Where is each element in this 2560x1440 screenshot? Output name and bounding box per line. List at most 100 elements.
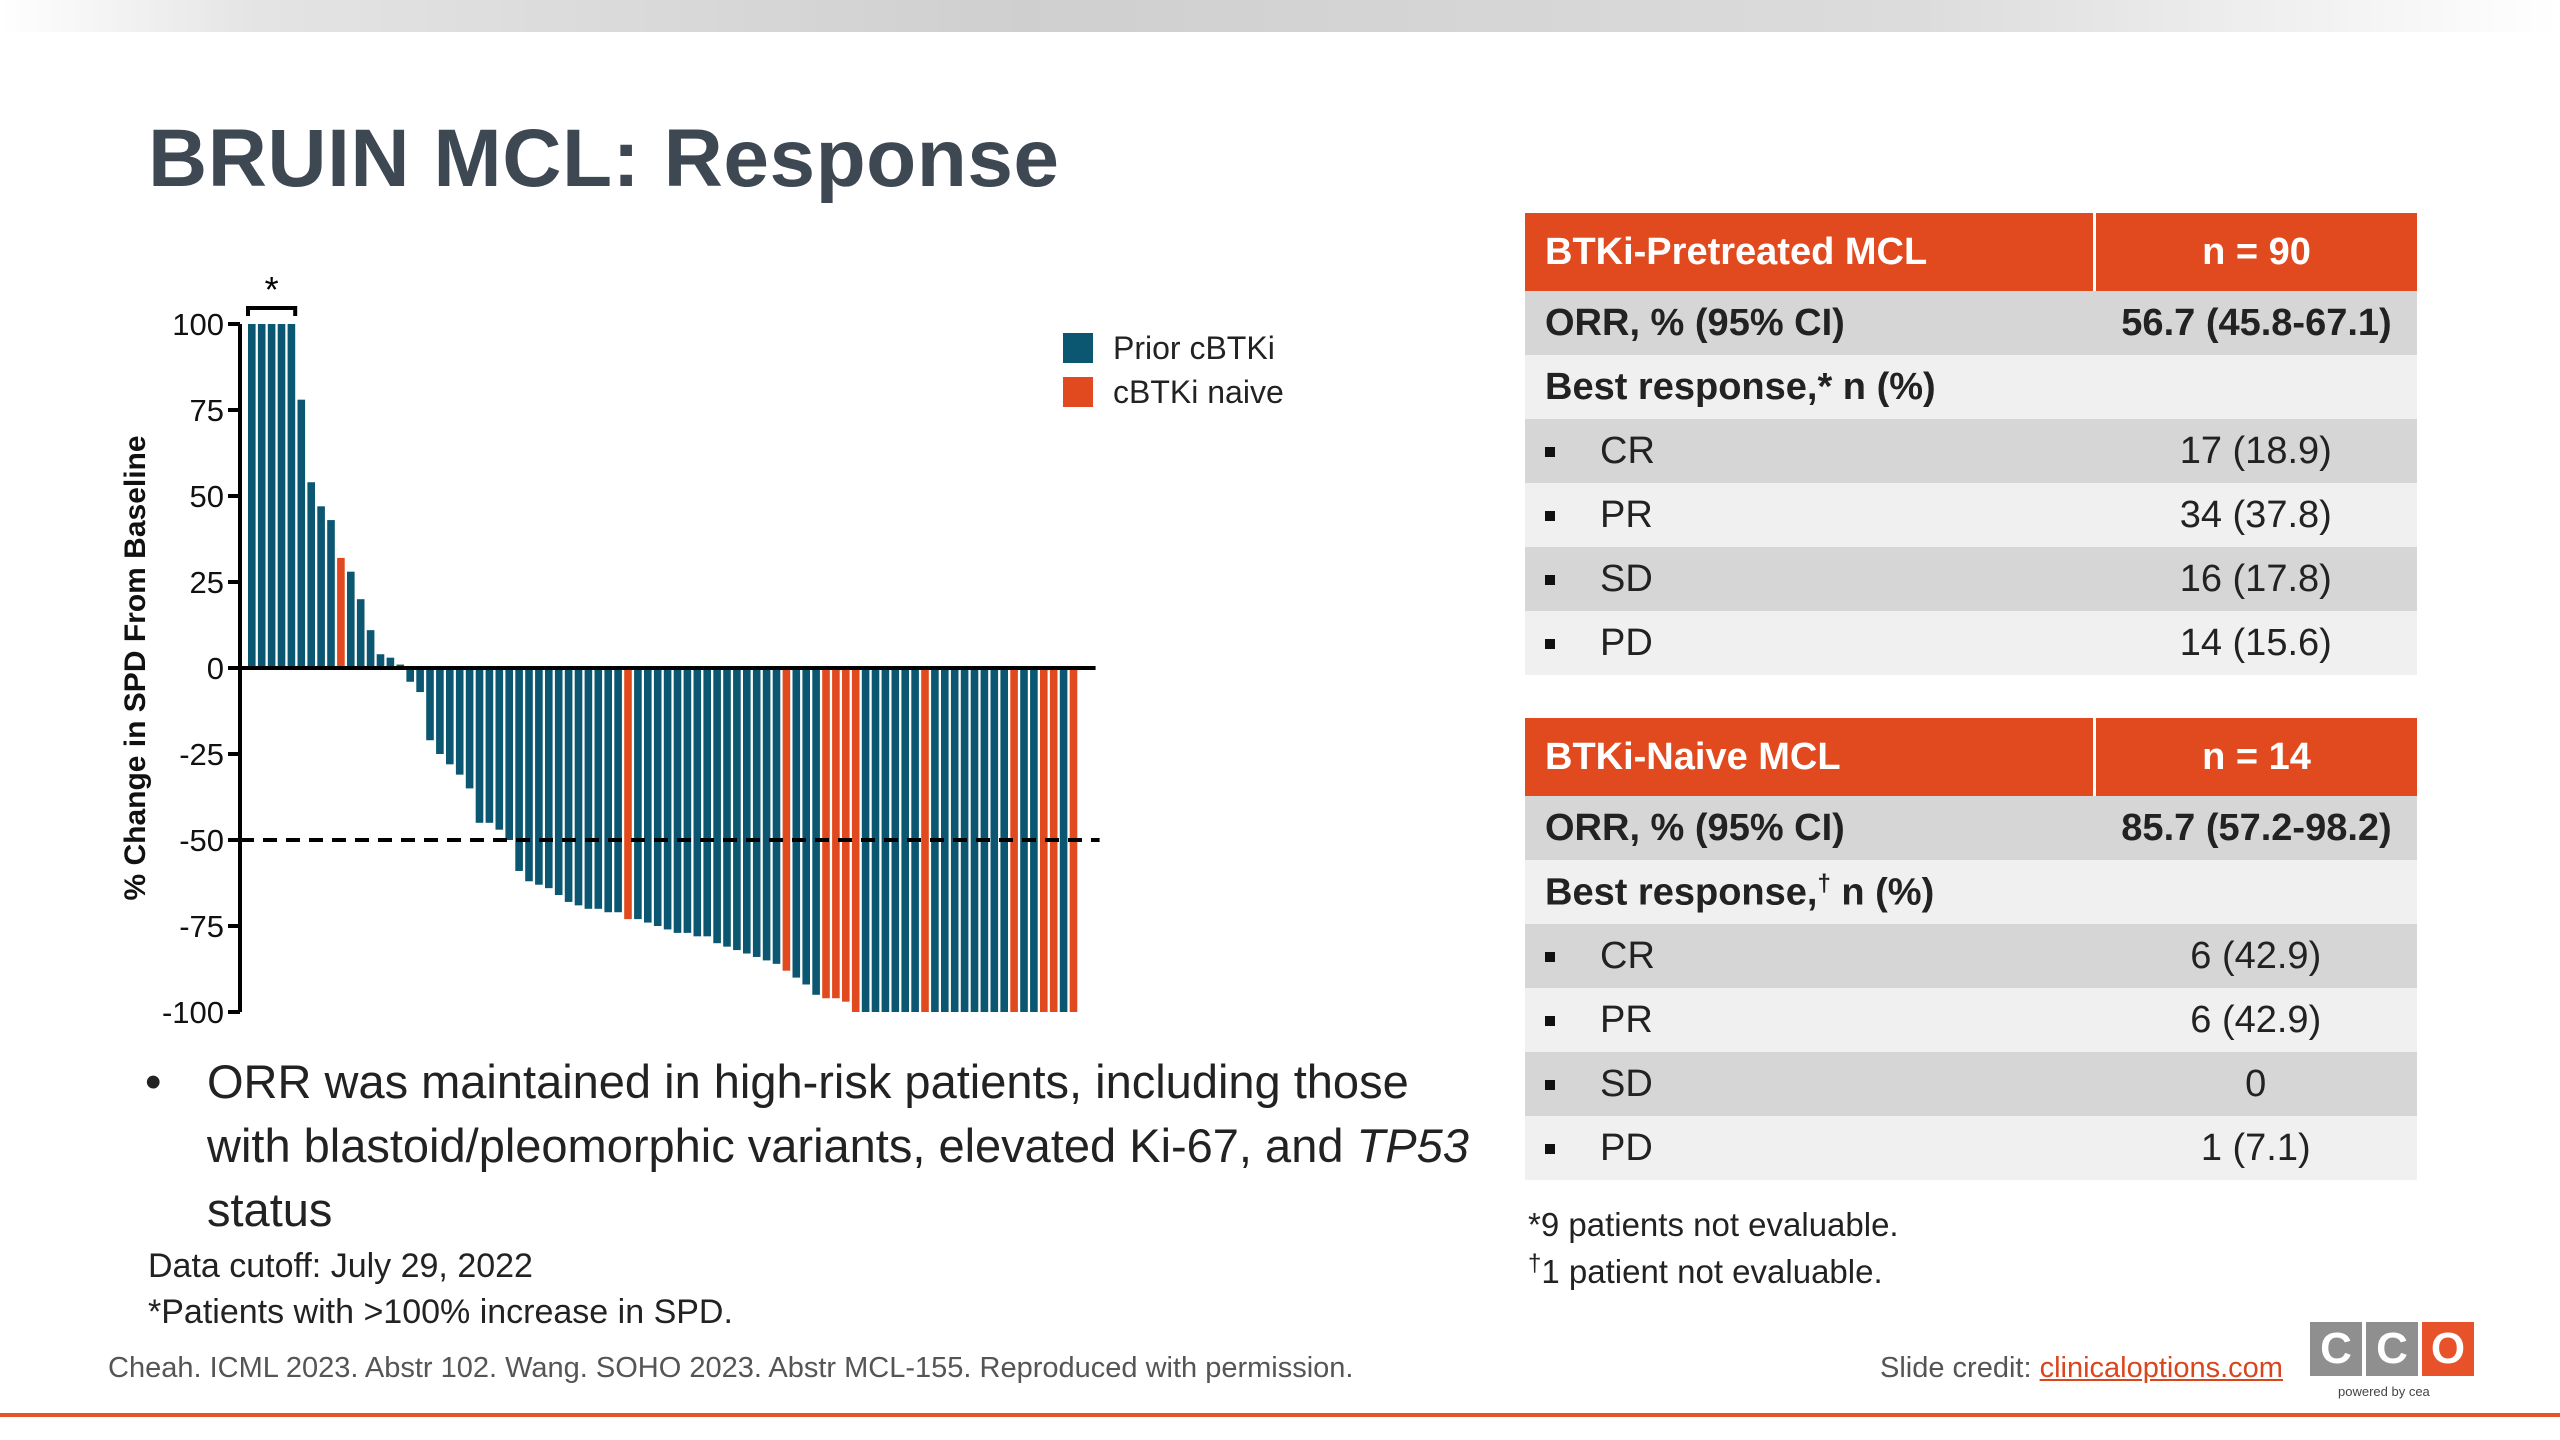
row-label: PD [1600,621,1653,664]
y-tick-label: 50 [190,479,224,514]
bar [842,668,850,1002]
bar [386,657,395,668]
naive-table: BTKi-Naive MCL n = 14 ORR, % (95% CI) 85… [1525,718,2417,1180]
bar [743,668,751,954]
bar [832,668,840,999]
bar [802,668,810,985]
bar [624,668,632,920]
bar [941,668,949,1012]
bar [347,571,355,668]
bar [723,668,731,947]
bar [644,668,652,923]
bar [594,668,603,909]
logo-letter: C [2310,1322,2362,1376]
bar [277,324,286,668]
bullet-text: ORR was maintained in high-risk patients… [207,1055,1469,1236]
best-response-row: Best response,† n (%) [1525,860,2417,924]
footnote-1: *9 patients not evaluable. [1528,1206,1899,1243]
bar [426,668,434,741]
table-row: SD 16 (17.8) [1525,547,2417,611]
best-response-label: Best response,† n (%) [1525,860,2417,924]
bar [851,668,860,1012]
bar [822,668,830,999]
bar [584,668,593,909]
orr-row: ORR, % (95% CI) 85.7 (57.2-98.2) [1525,796,2417,860]
bar [554,668,563,896]
orr-label: ORR, % (95% CI) [1525,796,2096,860]
table-row: CR 17 (18.9) [1525,419,2417,483]
bar [762,668,771,961]
bar [455,668,464,775]
table-header-n: n = 90 [2094,213,2417,291]
waterfall-chart: 100 75 50 25 0 -25 -50 -75 -100 % Change in SPD F… [119,269,1284,1030]
legend-label: Prior cBTKi [1113,330,1275,366]
row-value: 14 (15.6) [2094,611,2417,675]
table-row: SD 0 [1525,1052,2417,1116]
bar [327,520,335,668]
bar [614,668,622,913]
best-response-label: Best response,* n (%) [1525,355,2417,419]
row-value: 6 (42.9) [2094,988,2417,1052]
bar [366,630,375,668]
row-label: CR [1600,934,1655,977]
y-tick-label: -25 [179,737,224,772]
table-header-n: n = 14 [2094,718,2417,796]
row-value: 1 (7.1) [2094,1116,2417,1180]
row-value: 6 (42.9) [2094,924,2417,988]
orr-value: 85.7 (57.2-98.2) [2094,796,2417,860]
bar [752,668,761,957]
bar [634,668,642,920]
y-tick-label: -50 [179,823,224,858]
bar [287,324,296,668]
bar [1059,668,1068,1012]
y-axis-label: % Change in SPD From Baseline [119,435,152,900]
bullet-square-icon [1545,447,1555,458]
row-label: SD [1600,557,1653,600]
bar [604,668,612,913]
bar [495,668,504,830]
row-label: CR [1600,429,1655,472]
bar [663,668,672,930]
bar [475,668,484,823]
bar [812,668,820,995]
bar [703,668,711,937]
orr-label: ORR, % (95% CI) [1525,291,2096,355]
y-tick-label: -100 [162,995,224,1030]
asterisk-note: *Patients with >100% increase in SPD. [148,1293,733,1331]
bar [574,668,583,906]
legend-swatch [1063,377,1093,407]
bar [416,668,424,693]
credit-link[interactable]: clinicaloptions.com [2039,1352,2283,1384]
bullet-square-icon [1545,511,1555,522]
y-tick-label: -75 [179,909,224,944]
y-tick-label: 100 [172,307,224,342]
bar [673,668,682,933]
bar [1040,668,1048,1012]
bullet-square-icon [1545,575,1555,586]
bar [990,668,999,1012]
table-header-label: BTKi-Naive MCL [1525,718,2096,796]
bar [376,654,385,668]
bar [406,668,414,682]
legend-label: cBTKi naive [1113,374,1284,410]
logo-letter: O [2422,1322,2474,1376]
bar [772,668,781,964]
bar [307,482,315,668]
data-cutoff-note: Data cutoff: July 29, 2022 [148,1247,533,1285]
bar [792,668,801,978]
bar [545,668,553,889]
table-header: BTKi-Naive MCL n = 14 [1525,718,2417,796]
bullet-square-icon [1545,1016,1555,1027]
page-title: BRUIN MCL: Response [148,113,1060,204]
table-header-label: BTKi-Pretreated MCL [1525,213,2096,291]
bar [337,557,345,668]
bar [317,506,325,668]
row-value: 16 (17.8) [2094,547,2417,611]
bar [505,668,513,840]
row-value: 17 (18.9) [2094,419,2417,483]
footnote-2: †1 patient not evaluable. [1528,1250,1883,1290]
bullet-point: • ORR was maintained in high-risk patien… [145,1050,1505,1242]
bullet-square-icon [1545,952,1555,963]
table-row: CR 6 (42.9) [1525,924,2417,988]
